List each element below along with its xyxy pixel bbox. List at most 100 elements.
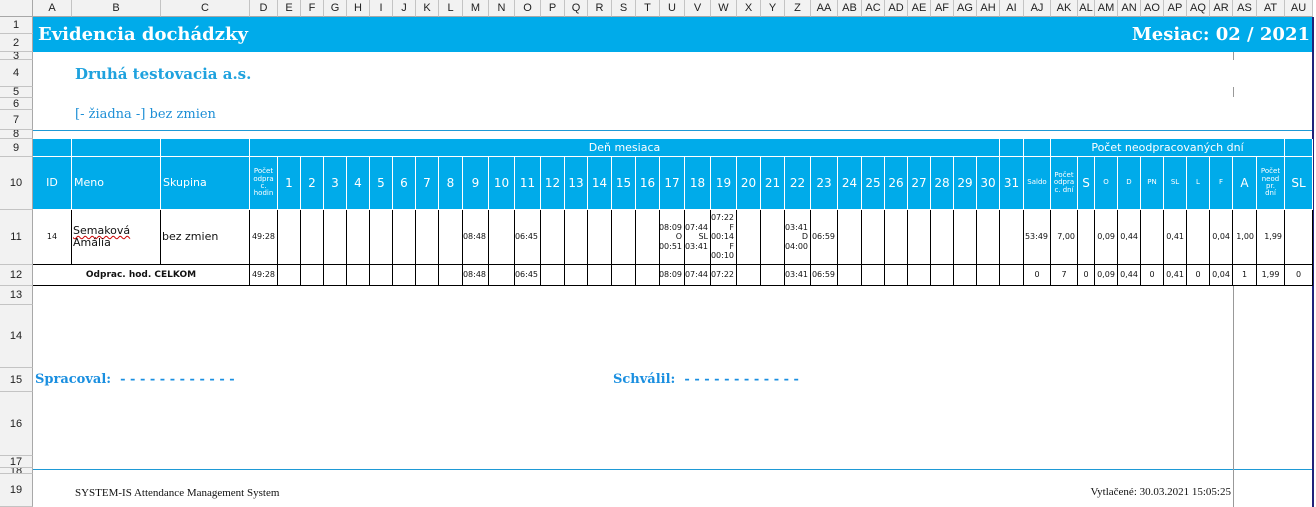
table-cell[interactable] bbox=[588, 210, 612, 265]
row-header-9[interactable]: 9 bbox=[0, 139, 33, 157]
column-header-n[interactable]: N bbox=[489, 0, 515, 17]
table-cell[interactable]: 06:45 bbox=[515, 210, 541, 265]
column-header-a[interactable]: A bbox=[33, 0, 72, 17]
column-header-c[interactable]: C bbox=[161, 0, 250, 17]
column-header-w[interactable]: W bbox=[711, 0, 737, 17]
column-header-ac[interactable]: AC bbox=[862, 0, 885, 17]
row-header-6[interactable]: 6 bbox=[0, 98, 33, 110]
row-header-8[interactable]: 8 bbox=[0, 130, 33, 139]
row-header-5[interactable]: 5 bbox=[0, 87, 33, 98]
row-header-19[interactable]: 19 bbox=[0, 474, 33, 507]
table-cell[interactable] bbox=[885, 210, 908, 265]
row-header-4[interactable]: 4 bbox=[0, 60, 33, 87]
column-header-ag[interactable]: AG bbox=[954, 0, 977, 17]
column-header-aq[interactable]: AQ bbox=[1187, 0, 1210, 17]
table-cell[interactable] bbox=[636, 210, 660, 265]
table-cell[interactable] bbox=[541, 210, 565, 265]
column-header-ar[interactable]: AR bbox=[1210, 0, 1233, 17]
table-cell[interactable]: 1,00 bbox=[1233, 210, 1257, 265]
column-header-v[interactable]: V bbox=[685, 0, 711, 17]
column-header-ap[interactable]: AP bbox=[1164, 0, 1187, 17]
table-cell[interactable] bbox=[1285, 210, 1313, 265]
table-cell[interactable]: 0,04 bbox=[1210, 210, 1233, 265]
table-cell[interactable] bbox=[931, 210, 954, 265]
column-header-p[interactable]: P bbox=[541, 0, 565, 17]
table-cell[interactable] bbox=[862, 210, 885, 265]
row-header-17[interactable]: 17 bbox=[0, 456, 33, 468]
table-cell[interactable] bbox=[1141, 210, 1164, 265]
table-cell[interactable]: 07:22 F 00:14 F 00:10 bbox=[711, 210, 737, 265]
column-header-ab[interactable]: AB bbox=[838, 0, 862, 17]
table-cell[interactable] bbox=[1187, 210, 1210, 265]
column-header-x[interactable]: X bbox=[737, 0, 761, 17]
column-header-f[interactable]: F bbox=[301, 0, 324, 17]
column-header-af[interactable]: AF bbox=[931, 0, 954, 17]
row-header-12[interactable]: 12 bbox=[0, 265, 33, 286]
table-cell[interactable]: 0,41 bbox=[1164, 210, 1187, 265]
table-cell[interactable] bbox=[838, 210, 862, 265]
table-cell[interactable]: 0,44 bbox=[1118, 210, 1141, 265]
column-header-ak[interactable]: AK bbox=[1051, 0, 1078, 17]
row-header-16[interactable]: 16 bbox=[0, 392, 33, 456]
table-cell[interactable]: 49:28 bbox=[250, 210, 278, 265]
row-header-18[interactable]: 18 bbox=[0, 468, 33, 474]
table-cell[interactable] bbox=[977, 210, 1000, 265]
row-header-14[interactable]: 14 bbox=[0, 305, 33, 368]
table-cell[interactable] bbox=[761, 210, 785, 265]
column-header-l[interactable]: L bbox=[439, 0, 463, 17]
select-all-corner[interactable] bbox=[0, 0, 33, 17]
table-cell[interactable] bbox=[565, 210, 588, 265]
column-header-z[interactable]: Z bbox=[785, 0, 811, 17]
column-header-s[interactable]: S bbox=[612, 0, 636, 17]
table-cell[interactable]: 08:09 O 00:51 bbox=[660, 210, 685, 265]
column-header-b[interactable]: B bbox=[72, 0, 161, 17]
table-cell[interactable]: 08:48 bbox=[463, 210, 489, 265]
row-header-3[interactable]: 3 bbox=[0, 52, 33, 60]
column-header-y[interactable]: Y bbox=[761, 0, 785, 17]
table-cell[interactable]: 7,00 bbox=[1051, 210, 1078, 265]
column-header-k[interactable]: K bbox=[416, 0, 439, 17]
row-header-2[interactable]: 2 bbox=[0, 34, 33, 52]
table-cell[interactable] bbox=[416, 210, 439, 265]
table-cell[interactable]: 1,99 bbox=[1257, 210, 1285, 265]
column-header-ai[interactable]: AI bbox=[1000, 0, 1024, 17]
column-header-r[interactable]: R bbox=[588, 0, 612, 17]
column-header-j[interactable]: J bbox=[393, 0, 416, 17]
column-header-h[interactable]: H bbox=[347, 0, 370, 17]
row-header-15[interactable]: 15 bbox=[0, 368, 33, 392]
table-cell[interactable] bbox=[612, 210, 636, 265]
table-cell[interactable] bbox=[489, 210, 515, 265]
column-header-ao[interactable]: AO bbox=[1141, 0, 1164, 17]
table-cell[interactable] bbox=[1078, 210, 1095, 265]
column-header-al[interactable]: AL bbox=[1078, 0, 1095, 17]
column-header-au[interactable]: AU bbox=[1285, 0, 1313, 17]
column-header-aj[interactable]: AJ bbox=[1024, 0, 1051, 17]
table-cell[interactable]: 14 bbox=[33, 210, 72, 265]
column-header-g[interactable]: G bbox=[324, 0, 347, 17]
table-cell[interactable] bbox=[370, 210, 393, 265]
column-header-an[interactable]: AN bbox=[1118, 0, 1141, 17]
row-header-7[interactable]: 7 bbox=[0, 110, 33, 130]
table-cell[interactable] bbox=[324, 210, 347, 265]
table-cell[interactable] bbox=[908, 210, 931, 265]
table-cell[interactable] bbox=[737, 210, 761, 265]
column-header-at[interactable]: AT bbox=[1257, 0, 1285, 17]
table-cell[interactable]: 0,09 bbox=[1095, 210, 1118, 265]
column-header-u[interactable]: U bbox=[660, 0, 685, 17]
column-header-ad[interactable]: AD bbox=[885, 0, 908, 17]
row-header-1[interactable]: 1 bbox=[0, 17, 33, 34]
column-header-e[interactable]: E bbox=[278, 0, 301, 17]
table-cell[interactable]: Semaková Amália bbox=[72, 210, 161, 265]
table-cell[interactable]: 07:44 SL 03:41 bbox=[685, 210, 711, 265]
table-cell[interactable] bbox=[439, 210, 463, 265]
row-header-10[interactable]: 10 bbox=[0, 157, 33, 210]
column-header-q[interactable]: Q bbox=[565, 0, 588, 17]
column-header-aa[interactable]: AA bbox=[811, 0, 838, 17]
column-header-ae[interactable]: AE bbox=[908, 0, 931, 17]
row-header-11[interactable]: 11 bbox=[0, 210, 33, 265]
column-header-as[interactable]: AS bbox=[1233, 0, 1257, 17]
table-cell[interactable] bbox=[301, 210, 324, 265]
table-cell[interactable] bbox=[347, 210, 370, 265]
table-cell[interactable] bbox=[278, 210, 301, 265]
column-header-am[interactable]: AM bbox=[1095, 0, 1118, 17]
